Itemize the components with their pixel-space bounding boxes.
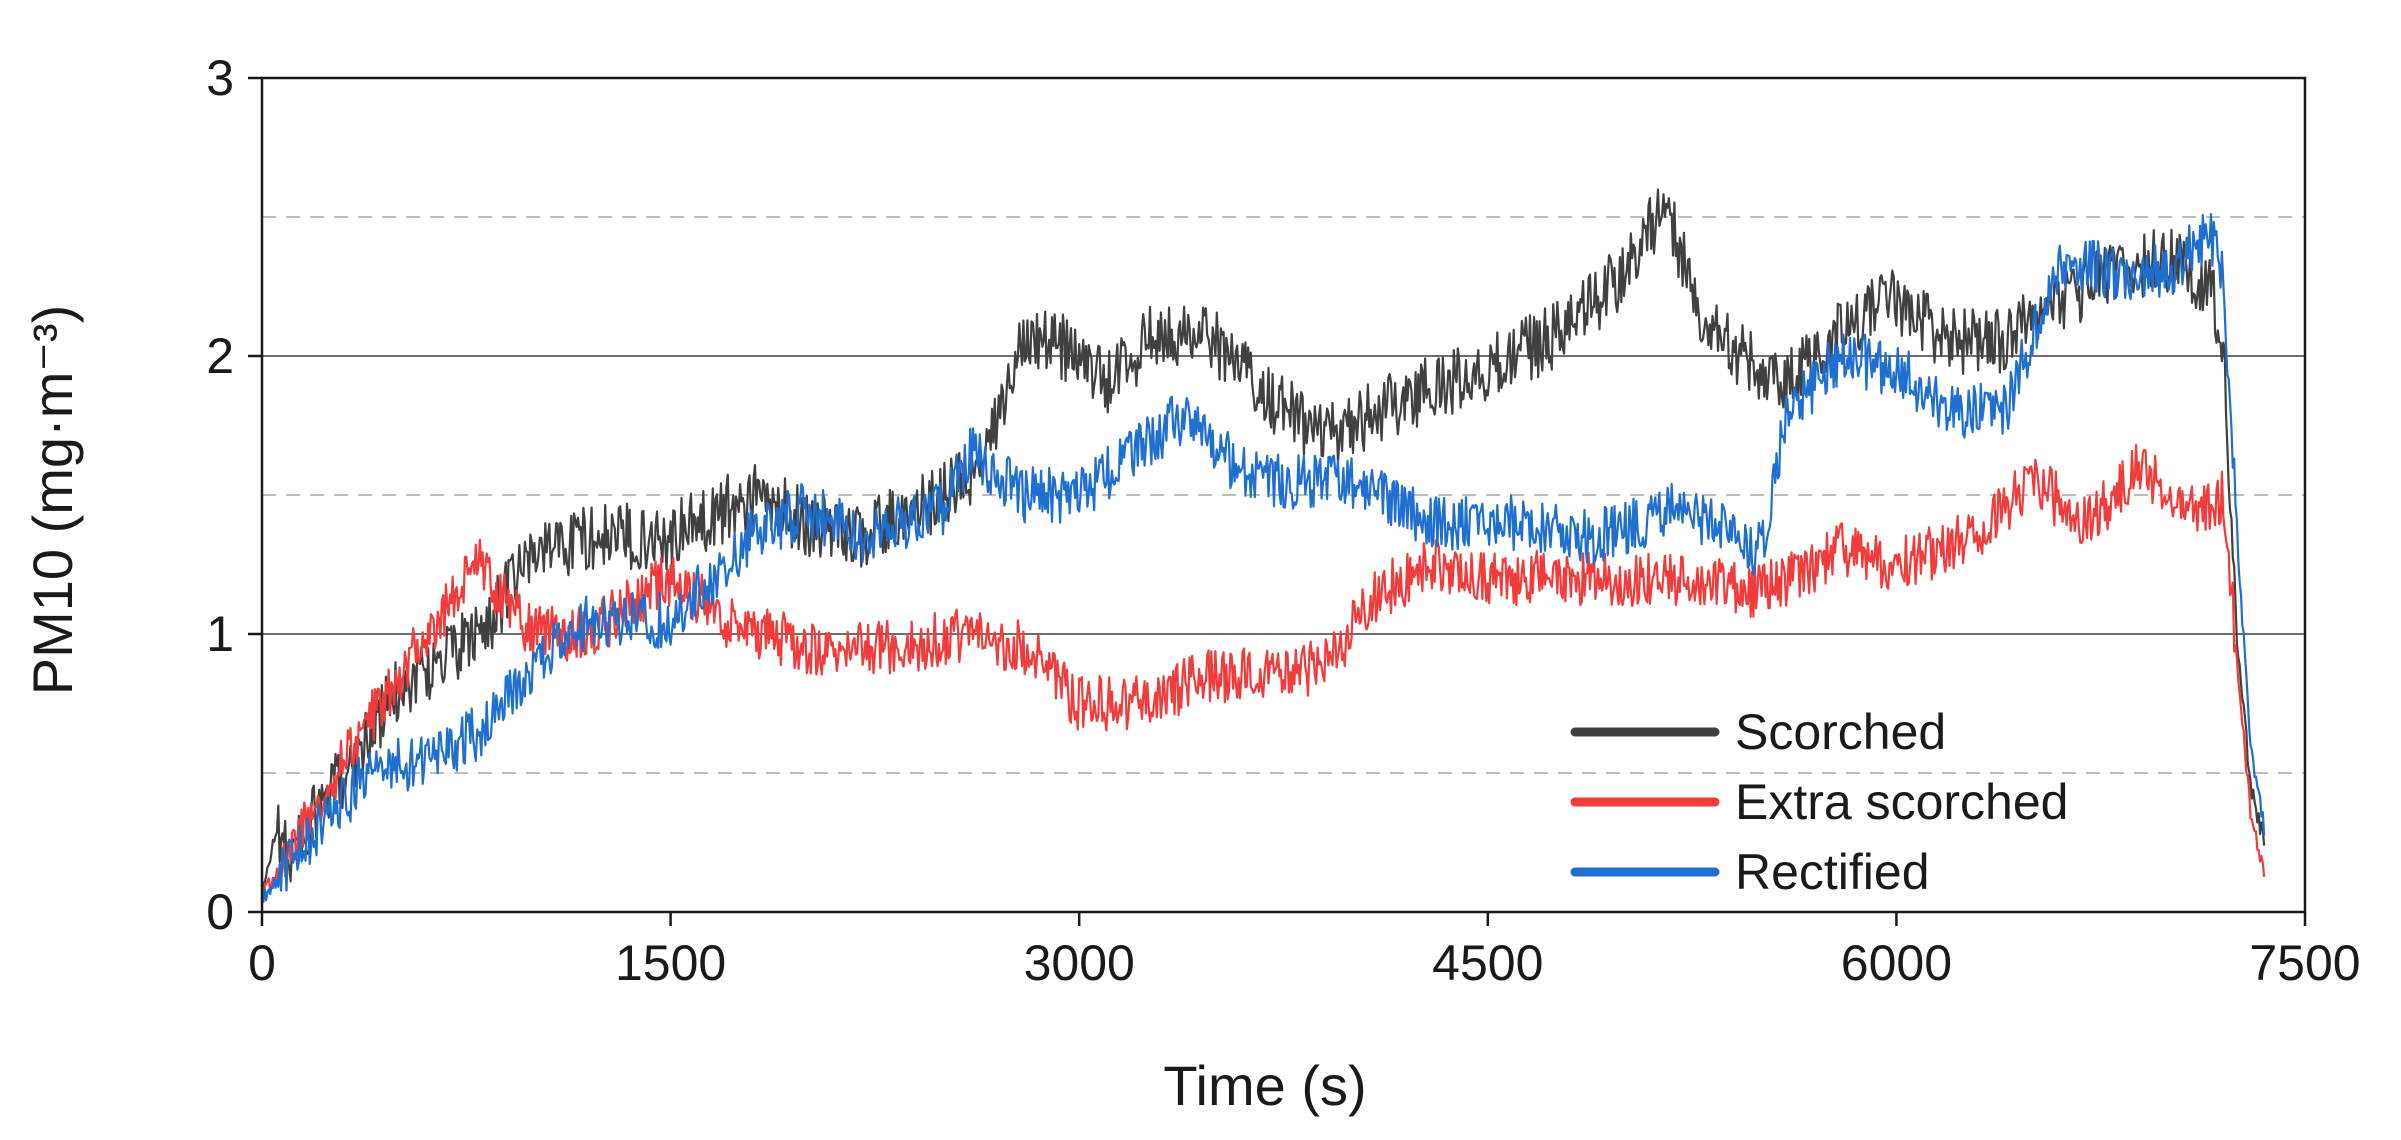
plot-frame [260,76,2307,914]
y-tick-label: 0 [206,884,234,940]
y-tick-label: 1 [206,606,234,662]
plot-series [260,188,2266,904]
y-axis-title: PM10 (mg·m⁻³) [21,305,84,695]
series-line-rectified [260,213,2266,902]
x-tick-label: 1500 [615,935,726,991]
series-line-extra-scorched [261,444,2266,904]
legend-label: Extra scorched [1735,774,2068,830]
x-tick-label: 0 [248,935,276,991]
y-tick-label: 2 [206,328,234,384]
x-tick-label: 4500 [1432,935,1543,991]
axis-ticks: 0 1500 3000 4500 6000 7500 0 1 2 3 [206,50,2360,991]
x-tick-label: 6000 [1841,935,1952,991]
x-axis-title: Time (s) [1163,1054,1366,1117]
legend: Scorched Extra scorched Rectified [1570,704,2068,900]
y-tick-label: 3 [206,50,234,106]
series-line-scorched [260,188,2266,898]
legend-label: Scorched [1735,704,1946,760]
legend-label: Rectified [1735,844,1930,900]
x-tick-label: 7500 [2249,935,2360,991]
x-tick-label: 3000 [1024,935,1135,991]
